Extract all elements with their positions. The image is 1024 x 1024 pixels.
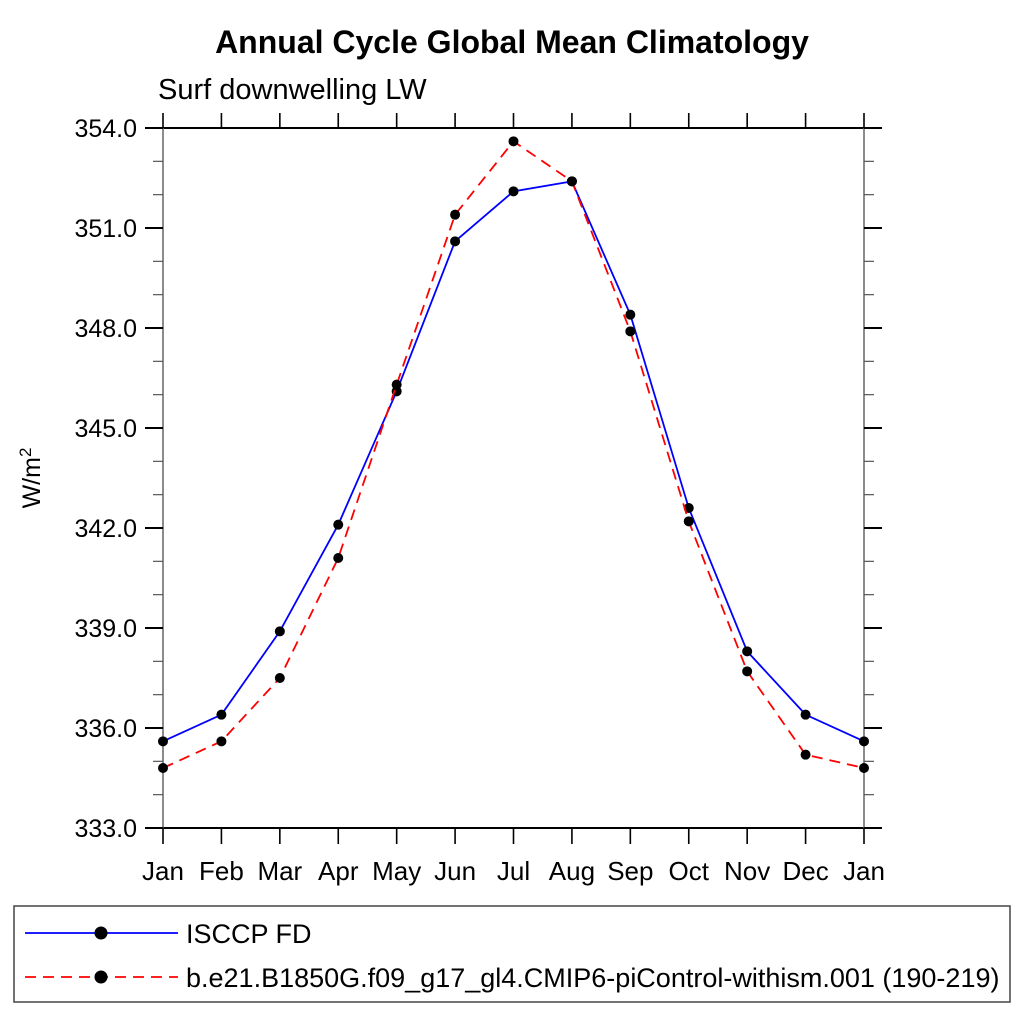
chart-title: Annual Cycle Global Mean Climatology <box>215 24 809 60</box>
y-tick-label: 351.0 <box>74 215 137 243</box>
x-tick-label: Sep <box>607 856 653 886</box>
data-point-marker <box>158 736 168 747</box>
y-tick-label: 336.0 <box>74 715 137 743</box>
y-tick-label: 333.0 <box>74 815 137 843</box>
y-tick-label: 348.0 <box>74 315 137 343</box>
x-tick-label: Feb <box>199 856 244 886</box>
data-series-group <box>158 136 869 773</box>
x-tick-label: Apr <box>318 856 359 886</box>
data-point-marker <box>216 709 227 720</box>
legend-label: b.e21.B1850G.f09_g17_gl4.CMIP6-piControl… <box>186 963 999 993</box>
data-point-marker <box>391 379 402 390</box>
legend-marker <box>94 970 108 984</box>
x-tick-label: Aug <box>549 856 595 886</box>
data-point-marker <box>450 236 461 247</box>
series-line-obs <box>162 180 865 743</box>
data-point-marker <box>683 516 694 527</box>
x-tick-label: Dec <box>782 856 828 886</box>
data-point-marker <box>800 709 811 720</box>
y-axis-label: W/m2 <box>16 448 46 509</box>
chart-subtitle: Surf downwelling LW <box>158 74 427 106</box>
legend-border <box>13 905 1011 1003</box>
x-tick-label: Oct <box>669 856 710 886</box>
data-point-marker <box>625 309 636 320</box>
data-point-marker <box>450 209 461 220</box>
data-point-marker <box>508 186 519 197</box>
data-point-marker <box>274 626 285 637</box>
y-tick-label: 342.0 <box>74 515 137 543</box>
data-point-marker <box>742 646 753 657</box>
legend-label: ISCCP FD <box>186 919 312 949</box>
y-tick-label: 354.0 <box>74 115 137 143</box>
x-tick-label: Jun <box>434 856 476 886</box>
data-point-marker <box>625 326 636 337</box>
x-tick-label: Jan <box>843 856 885 886</box>
x-tick-label: Mar <box>257 856 302 886</box>
data-point-marker <box>566 176 577 187</box>
data-point-marker <box>800 749 811 760</box>
data-point-marker <box>859 763 869 773</box>
legend-marker <box>94 926 108 940</box>
x-tick-label: Jan <box>142 856 184 886</box>
data-point-marker <box>274 673 285 683</box>
data-point-marker <box>508 136 519 147</box>
data-point-marker <box>216 736 227 747</box>
axes-group: 333.0 336.0 339.0 342.0 345.0 348.0 351.0 354.0… <box>16 113 885 886</box>
data-point-marker <box>333 553 344 563</box>
data-point-marker <box>742 666 753 677</box>
data-point-marker <box>158 763 168 773</box>
data-point-marker <box>333 519 344 530</box>
x-tick-label: Nov <box>724 856 770 886</box>
series-line-model <box>162 140 865 769</box>
legend-box: ISCCP FD b.e21.B1850G.f09_g17_gl4.CMIP6-p… <box>13 905 1011 1003</box>
y-tick-label: 345.0 <box>74 415 137 443</box>
data-point-marker <box>859 736 869 747</box>
x-tick-label: May <box>372 856 421 886</box>
y-tick-label: 339.0 <box>74 615 137 643</box>
x-tick-label: Jul <box>497 856 530 886</box>
